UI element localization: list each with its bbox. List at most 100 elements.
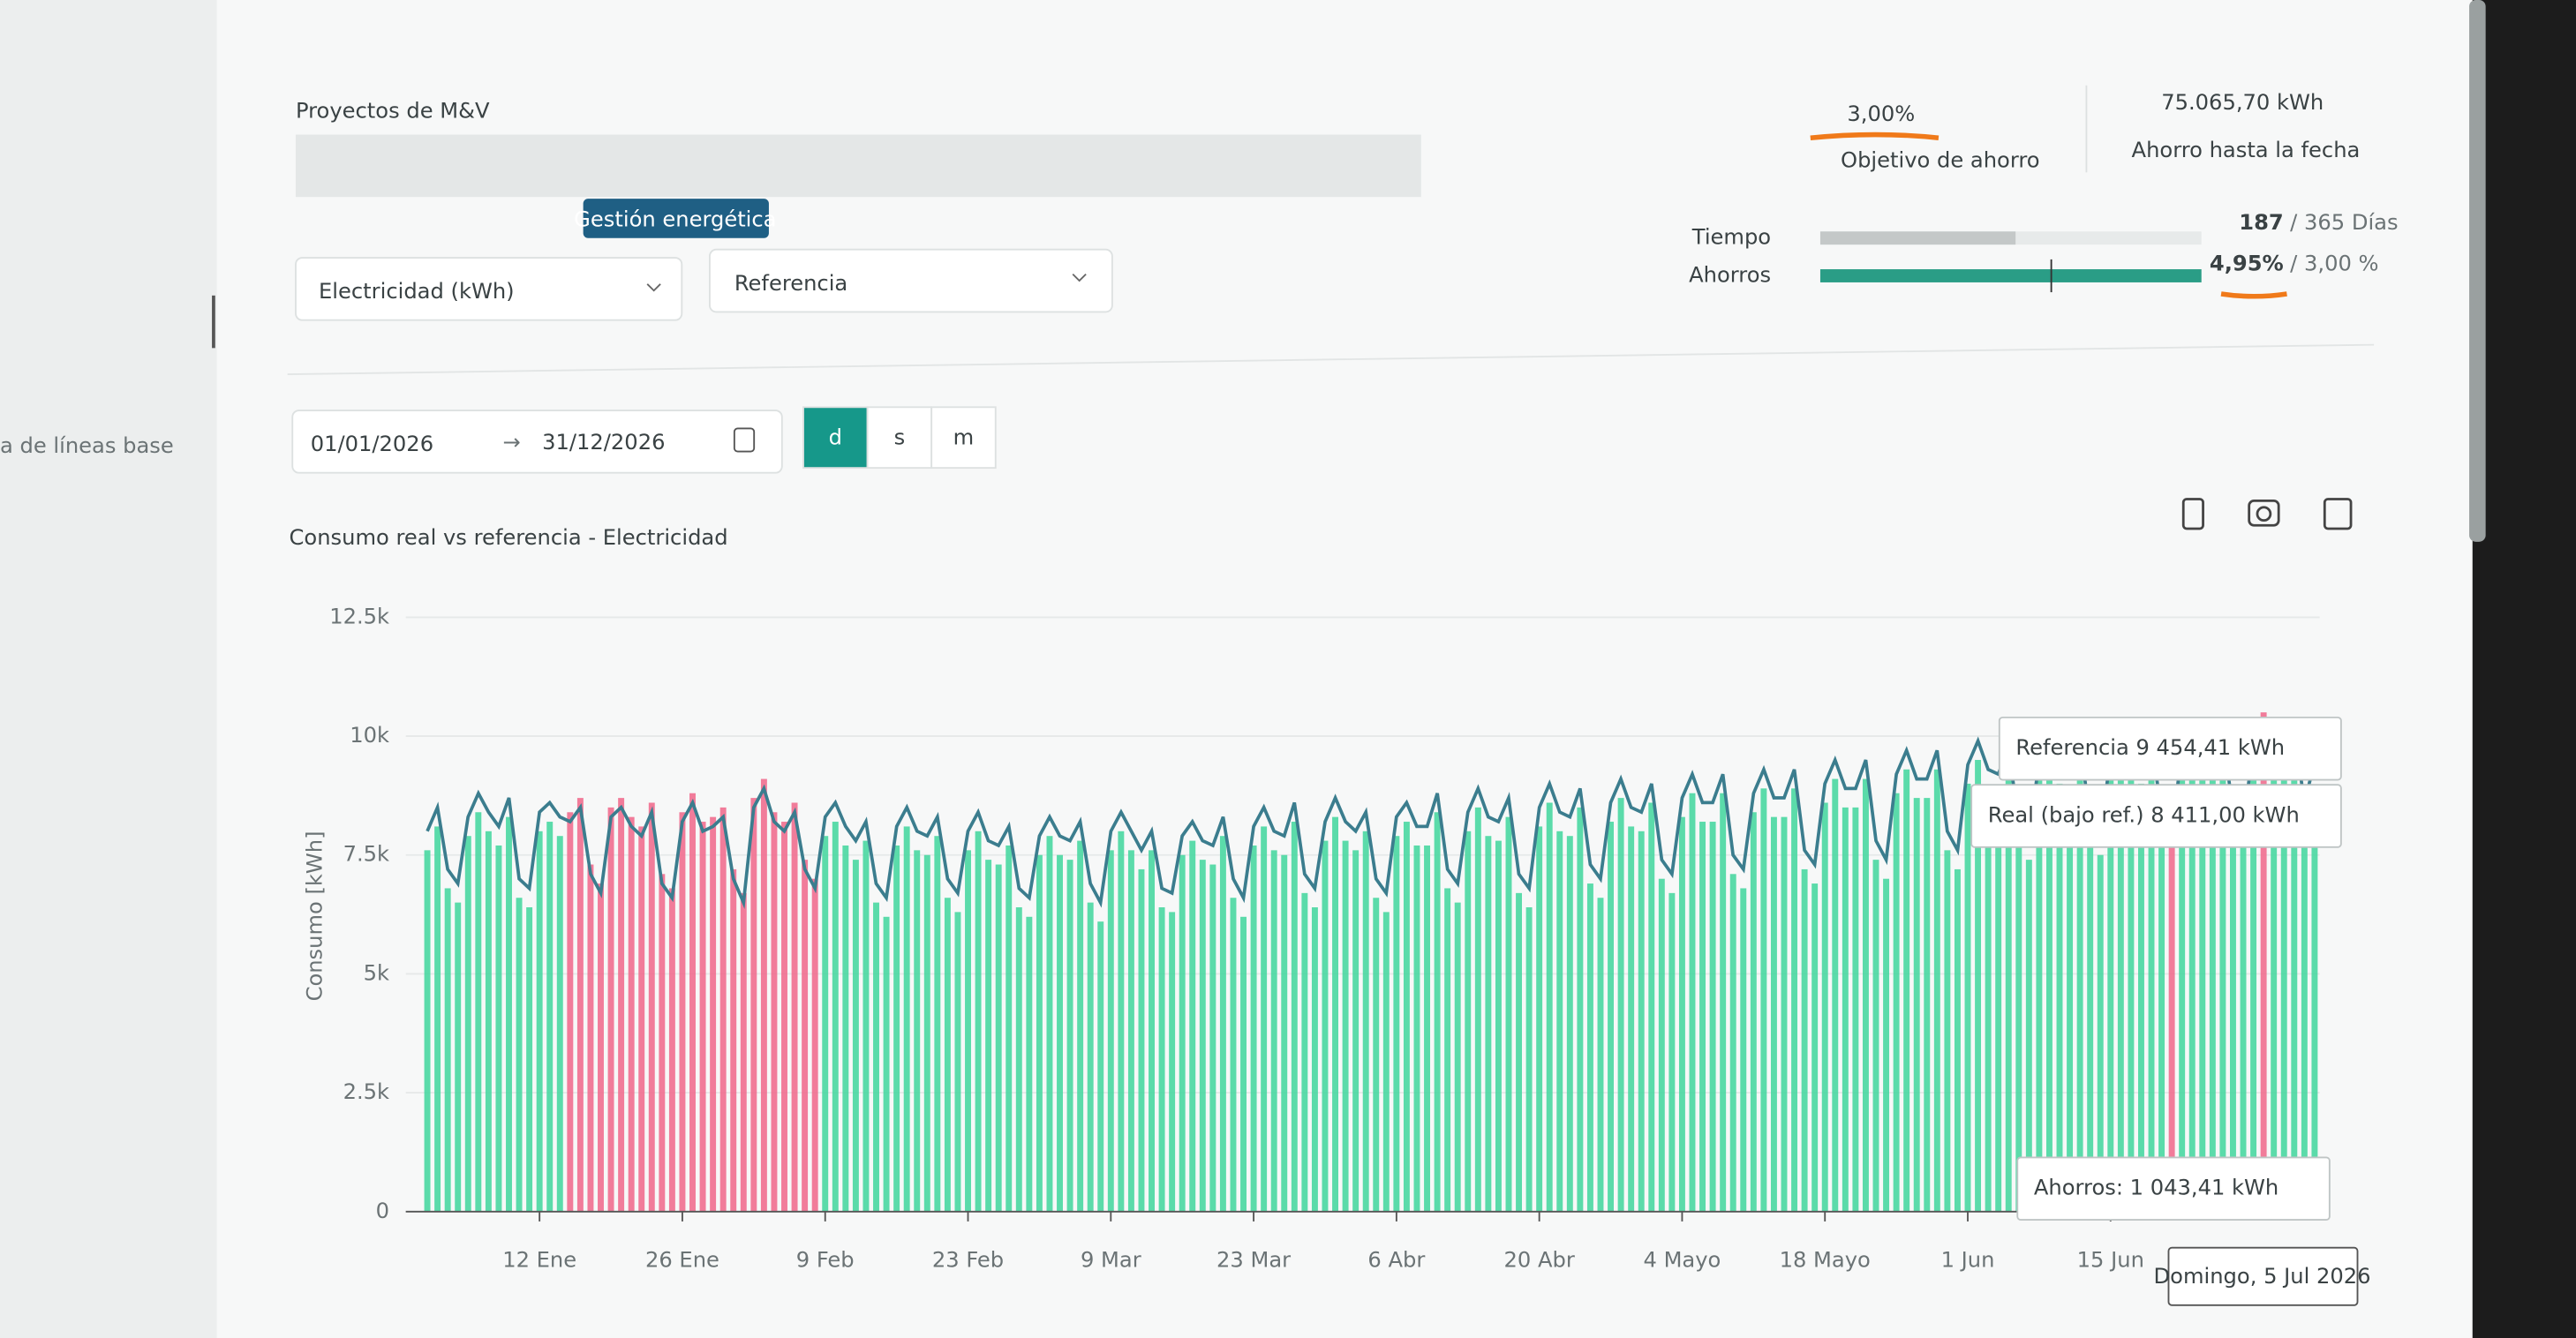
bar	[1811, 883, 1819, 1212]
bar	[740, 892, 747, 1212]
bar	[1720, 793, 1727, 1212]
progress-value: 4,95%	[2210, 251, 2284, 275]
granularity-label: m	[953, 425, 975, 450]
bar	[618, 798, 625, 1212]
bar	[648, 802, 655, 1212]
bar	[1413, 845, 1420, 1212]
bar	[526, 907, 533, 1212]
bar	[516, 898, 523, 1212]
bar	[1169, 912, 1176, 1212]
bar	[668, 888, 675, 1212]
bar	[1791, 788, 1798, 1212]
date-range[interactable]	[291, 410, 783, 474]
bar	[1658, 878, 1665, 1212]
y-tick-label: 0	[376, 1199, 389, 1223]
bar	[730, 868, 737, 1212]
export-icon[interactable]	[2181, 498, 2204, 530]
bar	[1097, 921, 1104, 1212]
select[interactable]	[709, 248, 1113, 313]
bar	[923, 854, 930, 1212]
bar	[1270, 850, 1277, 1212]
bar	[2128, 778, 2135, 1212]
bar	[1709, 822, 1716, 1212]
bar	[434, 826, 441, 1212]
bar	[1842, 807, 1849, 1212]
bar	[1444, 888, 1451, 1212]
clipboard-icon[interactable]	[2323, 498, 2353, 530]
bar	[2056, 783, 2063, 1212]
progress-label: Tiempo	[1691, 225, 1771, 250]
bar	[2240, 845, 2247, 1212]
granularity-button[interactable]	[866, 406, 933, 470]
tooltip-box	[1970, 784, 2342, 848]
bar	[822, 836, 829, 1212]
x-tick-label: 1 Jun	[1941, 1248, 1995, 1273]
bar	[1219, 836, 1226, 1212]
y-axis-label: Consumo [kWh]	[302, 831, 327, 1001]
camera-icon[interactable]	[2248, 499, 2280, 527]
bar	[883, 916, 890, 1212]
sidebar-item[interactable]: a de líneas base	[0, 433, 174, 458]
x-tick-label: 26 Ene	[645, 1248, 719, 1273]
bar	[1015, 907, 1022, 1212]
progress-total: / 365 Días	[2290, 210, 2398, 235]
y-tick-label: 2.5k	[343, 1079, 389, 1104]
bar	[1495, 840, 1502, 1212]
bar	[1821, 802, 1828, 1212]
kpi-label: Objetivo de ahorro	[1841, 147, 2040, 172]
select[interactable]	[295, 257, 683, 321]
bar	[2271, 769, 2278, 1212]
bar	[1250, 845, 1257, 1212]
progress-label: Ahorros	[1689, 263, 1771, 288]
progress-group: Tiempo 187 / 365 Días Ahorros 4,95%/ 3,00 %	[1689, 210, 2399, 293]
bar	[1199, 860, 1206, 1212]
bar	[2107, 774, 2114, 1212]
bar	[2311, 811, 2318, 1212]
bar	[1740, 888, 1747, 1212]
y-tick-label: 10k	[350, 723, 389, 748]
bar	[1801, 868, 1808, 1212]
bar	[842, 845, 849, 1212]
bar	[1975, 760, 1982, 1212]
bar	[1729, 874, 1736, 1212]
bar	[607, 807, 614, 1212]
bar	[1556, 831, 1563, 1212]
y-tick-label: 7.5k	[343, 842, 389, 867]
bar	[2158, 836, 2165, 1212]
bar	[934, 836, 941, 1212]
bar	[1577, 807, 1584, 1212]
bar	[2219, 750, 2226, 1212]
bar	[2025, 860, 2032, 1212]
bar	[1077, 840, 1084, 1212]
breadcrumb[interactable]: Proyectos de M&V	[296, 98, 490, 123]
bar	[567, 812, 574, 1212]
progress-target: / 3,00 %	[2290, 251, 2378, 275]
bar	[914, 850, 921, 1212]
bar	[852, 860, 859, 1212]
tooltip-item: Referencia 9 454,41 kWh	[2015, 735, 2285, 760]
calendar-icon[interactable]	[733, 427, 756, 453]
bar	[444, 888, 451, 1212]
select-label: Referencia	[734, 271, 847, 296]
bar	[2199, 774, 2206, 1212]
bar	[1781, 816, 1788, 1212]
granularity-button[interactable]	[802, 406, 869, 470]
bar	[1985, 788, 1992, 1212]
bar	[760, 778, 767, 1212]
bar	[1118, 831, 1125, 1212]
granularity-button[interactable]	[930, 406, 997, 470]
bar	[1852, 807, 1859, 1212]
bar	[1924, 798, 1931, 1212]
bar	[1832, 778, 1839, 1212]
bar	[1893, 793, 1900, 1212]
bar	[536, 831, 543, 1212]
bar	[1332, 816, 1338, 1212]
tooltip-item: Real (bajo ref.) 8 411,00 kWh	[1988, 802, 2300, 827]
bar	[1760, 788, 1767, 1212]
bar	[2250, 764, 2257, 1212]
bar	[1158, 907, 1165, 1212]
bar	[1291, 822, 1298, 1212]
bar	[1883, 878, 1890, 1212]
